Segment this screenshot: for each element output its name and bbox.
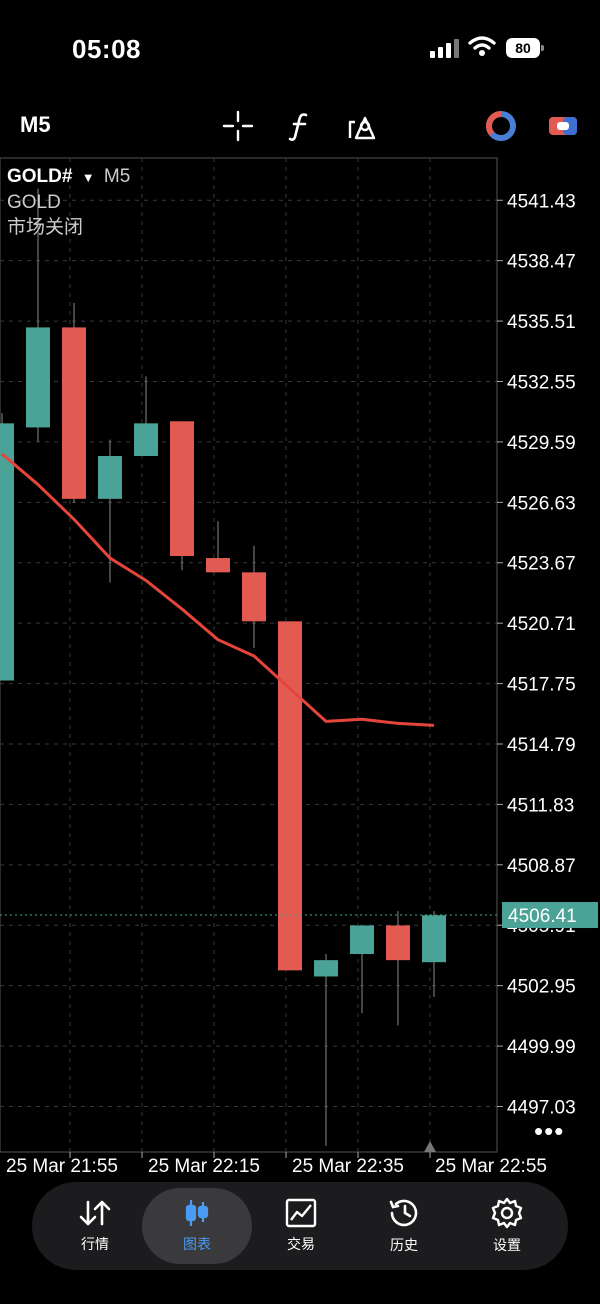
current-price-badge xyxy=(502,902,598,929)
symbol-name[interactable]: GOLD# xyxy=(7,166,73,187)
status-bar: 05:08 80 xyxy=(0,0,600,100)
trade-chart-icon xyxy=(285,1198,317,1228)
price-axis-label: 4497.03 xyxy=(507,1097,576,1118)
price-axis-label: 4523.67 xyxy=(507,554,576,575)
bottom-navigation: 行情 图表 交易 历史 设置 xyxy=(32,1182,568,1270)
quotes-arrows-icon xyxy=(79,1200,111,1226)
time-axis-label: 25 Mar 22:15 xyxy=(148,1156,260,1177)
chart-shift-marker-icon xyxy=(424,1141,436,1152)
drawing-objects-icon[interactable] xyxy=(344,108,380,144)
nav-label: 历史 xyxy=(390,1237,418,1253)
symbol-description: GOLD xyxy=(7,192,61,213)
price-axis-label: 4508.87 xyxy=(507,856,576,877)
symbol-timeframe: M5 xyxy=(103,166,131,187)
candle-bear xyxy=(62,327,86,499)
candle-bear xyxy=(170,421,194,557)
signals-pie-icon[interactable] xyxy=(483,108,519,144)
status-time: 05:08 xyxy=(72,34,141,64)
chart-frame xyxy=(0,157,498,1153)
price-axis-label: 4538.47 xyxy=(507,252,576,273)
price-axis-label: 4535.51 xyxy=(507,312,576,333)
price-axis-label: 4541.43 xyxy=(507,191,576,212)
candle-bull xyxy=(98,455,122,499)
settings-gear-icon xyxy=(491,1197,523,1229)
nav-label: 行情 xyxy=(81,1236,109,1252)
price-axis-label: 4526.63 xyxy=(507,493,576,514)
candle-bull xyxy=(350,925,374,955)
current-price-label: 4506.41 xyxy=(508,906,577,927)
symbol-dropdown-icon[interactable]: ▼ xyxy=(81,170,95,185)
chart-info: GOLD# ▼ M5 GOLD 市场关闭 xyxy=(7,164,130,240)
candle-bull xyxy=(314,960,338,977)
time-axis-label: 25 Mar 21:55 xyxy=(6,1156,118,1177)
candle-bull xyxy=(26,327,50,428)
candle-bull xyxy=(134,423,158,456)
nav-settings[interactable]: 设置 xyxy=(452,1188,562,1264)
price-axis-label: 4532.55 xyxy=(507,372,576,393)
nav-quotes[interactable]: 行情 xyxy=(40,1188,150,1264)
candle-bull xyxy=(0,423,14,681)
moving-average-line xyxy=(1,452,435,727)
history-clock-icon xyxy=(389,1199,418,1227)
candle-bear xyxy=(278,621,302,971)
time-axis-label: 25 Mar 22:55 xyxy=(435,1156,547,1177)
price-axis-label: 4520.71 xyxy=(507,614,576,635)
nav-label: 交易 xyxy=(287,1236,315,1252)
crosshair-icon[interactable] xyxy=(220,108,256,144)
price-axis-label: 4517.75 xyxy=(507,675,576,696)
chart-candles-icon xyxy=(185,1200,209,1226)
candle-bear xyxy=(386,925,410,961)
candle-bear xyxy=(242,572,266,622)
time-axis-label: 25 Mar 22:35 xyxy=(292,1156,404,1177)
price-axis-label: 4514.79 xyxy=(507,735,576,756)
timeframe-button[interactable]: M5 xyxy=(20,112,51,137)
candle-bear xyxy=(206,558,230,573)
price-chart[interactable]: 4541.43 4538.47 4535.51 4532.55 4529.59 4526.… xyxy=(0,0,600,1190)
battery-indicator: 80 xyxy=(506,38,544,58)
one-click-trading-icon[interactable] xyxy=(545,108,581,144)
nav-chart[interactable]: 图表 xyxy=(142,1188,252,1264)
price-axis-label: 4529.59 xyxy=(507,433,576,454)
indicators-function-icon[interactable] xyxy=(282,108,318,144)
nav-label: 设置 xyxy=(493,1237,521,1253)
chart-toolbar: M5 xyxy=(0,100,600,152)
price-axis-label: 4499.99 xyxy=(507,1037,576,1058)
market-status: 市场关闭 xyxy=(7,217,84,238)
nav-trade[interactable]: 交易 xyxy=(246,1188,356,1264)
more-options-icon[interactable]: ••• xyxy=(534,1116,565,1146)
signal-icon xyxy=(430,38,459,58)
price-axis-label: 4502.95 xyxy=(507,977,576,998)
nav-history[interactable]: 历史 xyxy=(349,1188,459,1264)
wifi-icon xyxy=(468,34,496,63)
nav-label: 图表 xyxy=(183,1236,211,1252)
price-axis-label: 4511.83 xyxy=(507,795,574,816)
candle-bull xyxy=(422,915,446,963)
